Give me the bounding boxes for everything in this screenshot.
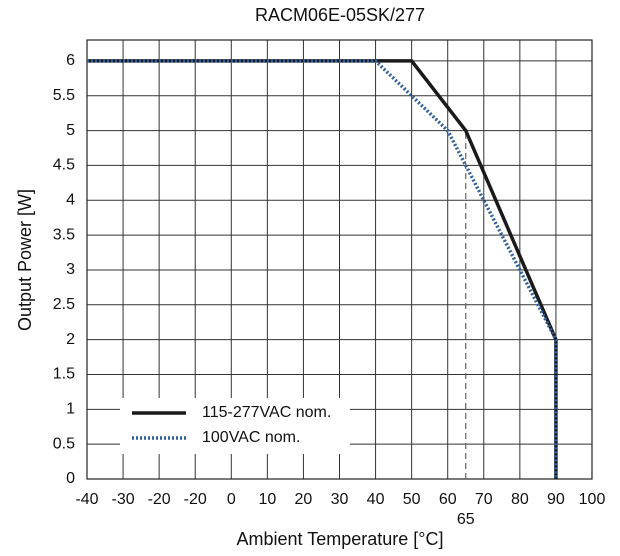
y-tick-label: 1 (66, 401, 75, 418)
y-tick-label: 2.5 (53, 296, 75, 313)
y-tick-label: 1.5 (53, 366, 75, 383)
plot-frame (86, 39, 593, 480)
x-tick-label: 80 (511, 491, 529, 508)
x-tick-label: 30 (331, 491, 349, 508)
x-tick-label: 70 (475, 491, 493, 508)
x-tick-label: 20 (295, 491, 313, 508)
legend-label: 100VAC nom. (202, 429, 300, 446)
x-tick-label: 100 (579, 491, 606, 508)
reference-label: 65 (457, 511, 475, 528)
legend-label: 115-277VAC nom. (202, 404, 331, 421)
x-tick-label: -30 (112, 491, 135, 508)
y-tick-label: 3 (66, 261, 75, 278)
y-tick-label: 3.5 (53, 226, 75, 243)
x-tick-label: 10 (258, 491, 276, 508)
y-tick-label: 5.5 (53, 87, 75, 104)
x-tick-label: 0 (227, 491, 236, 508)
y-tick-label: 0.5 (53, 435, 75, 452)
y-axis-label: Output Power [W] (15, 189, 35, 331)
x-tick-label: 50 (403, 491, 421, 508)
x-axis-label: Ambient Temperature [°C] (237, 529, 444, 549)
x-tick-label: 60 (439, 491, 457, 508)
x-tick-label: -20 (184, 491, 207, 508)
y-tick-label: 5 (66, 122, 75, 139)
y-tick-label: 4.5 (53, 157, 75, 174)
x-tick-label: 90 (547, 491, 565, 508)
y-tick-label: 0 (66, 470, 75, 487)
chart-title: RACM06E-05SK/277 (255, 5, 425, 25)
series-line (87, 59, 558, 479)
x-tick-label: -40 (75, 491, 98, 508)
y-tick-label: 6 (66, 52, 75, 69)
y-tick-label: 2 (66, 331, 75, 348)
legend-box (120, 398, 350, 454)
x-tick-label: -20 (148, 491, 171, 508)
y-tick-label: 4 (66, 191, 75, 208)
x-tick-label: 40 (367, 491, 385, 508)
